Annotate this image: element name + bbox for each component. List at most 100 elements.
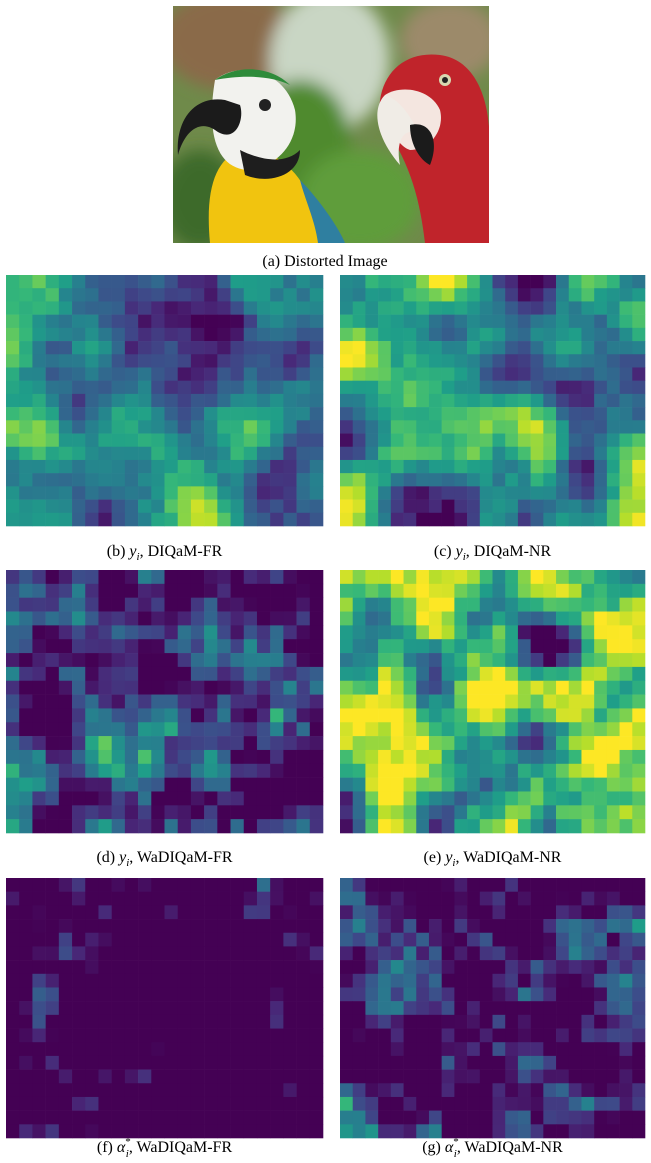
heatmap-cell [517, 1083, 531, 1098]
heatmap-cell [378, 327, 392, 342]
heatmap-cell [190, 1028, 205, 1043]
heatmap-cell [467, 1028, 481, 1043]
heatmap-cell [403, 380, 417, 395]
heatmap-cell [98, 749, 112, 765]
heatmap-cell [378, 446, 392, 461]
heatmap-cell [517, 354, 531, 368]
heatmap-cell [492, 1001, 506, 1016]
heatmap-cell [568, 708, 582, 723]
heatmap-cell [138, 791, 152, 806]
heatmap-cell [138, 597, 152, 612]
heatmap-cell [581, 597, 595, 612]
heatmap-cell [230, 275, 245, 289]
heatmap-cell [568, 946, 582, 961]
heatmap-cell [6, 932, 20, 947]
heatmap-cell [309, 367, 324, 381]
heatmap-cell [479, 486, 493, 500]
heatmap-cell [441, 314, 455, 329]
heatmap-cell [85, 420, 99, 434]
heatmap-cell [19, 327, 33, 342]
heatmap-cell [177, 1055, 192, 1070]
heatmap-cell [568, 1001, 582, 1016]
heatmap-cell [632, 666, 646, 682]
heatmap-cell [492, 680, 506, 695]
heatmap-cell [309, 512, 324, 527]
heatmap-cell [58, 987, 73, 1002]
heatmap-cell [243, 1001, 258, 1016]
heatmap-cell [230, 1028, 245, 1043]
heatmap-cell [85, 666, 99, 682]
heatmap-cell [243, 367, 258, 381]
heatmap-cell [283, 1028, 297, 1043]
heatmap-cell [204, 973, 218, 988]
heatmap-cell [217, 367, 231, 381]
heatmap-cell [72, 459, 86, 474]
heatmap-cell [505, 512, 519, 527]
heatmap-cell [138, 708, 152, 723]
caption: (b) yi, DIQaM-FR [107, 543, 223, 563]
heatmap-cell [479, 960, 493, 975]
heatmap-cell [270, 1096, 284, 1111]
heatmap-cell [454, 1042, 468, 1057]
heatmap-cell [581, 805, 595, 820]
heatmap-cell [365, 1083, 379, 1098]
heatmap-cell [594, 666, 608, 682]
heatmap-cell [177, 639, 192, 654]
heatmap-cell [58, 819, 73, 834]
heatmap-cell [556, 1124, 570, 1139]
heatmap-cell [270, 367, 284, 381]
heatmap-cell [606, 878, 620, 892]
heatmap-cell [632, 805, 646, 820]
heatmap-cell [111, 1055, 126, 1070]
heatmap-cell [19, 611, 33, 626]
heatmap-cell [164, 791, 179, 806]
heatmap-cell [416, 791, 430, 806]
heatmap-cell [138, 420, 152, 434]
heatmap-cell [530, 597, 544, 612]
heatmap-cell [378, 499, 392, 514]
heatmap-cell [58, 570, 73, 585]
heatmap-cell [479, 341, 493, 355]
heatmap-cell [98, 891, 112, 906]
heatmap-cell [164, 625, 179, 640]
heatmap-cell [164, 486, 179, 500]
heatmap-cell [309, 275, 324, 289]
heatmap-cell [111, 288, 126, 302]
heatmap-cell [296, 1055, 311, 1070]
heatmap-cell [428, 597, 442, 612]
heatmap-cell [365, 1055, 379, 1070]
caption-text: , WaDIQaM-NR [455, 849, 561, 866]
heatmap-cell [256, 611, 271, 626]
heatmap-cell [85, 327, 99, 342]
heatmap-cell [606, 960, 620, 975]
heatmap-cell [492, 946, 506, 961]
heatmap-cell [632, 749, 646, 765]
heatmap-cell [594, 367, 608, 381]
heatmap-cell [6, 763, 20, 778]
heatmap-cell [479, 473, 493, 487]
heatmap-cell [296, 1014, 311, 1029]
heatmap-cell [543, 805, 557, 820]
caption-label: (b) [107, 543, 126, 560]
heatmap-cell [619, 666, 633, 682]
heatmap-cell [479, 708, 493, 723]
heatmap-cell [243, 666, 258, 682]
heatmap-cell [217, 694, 231, 709]
heatmap-cell [492, 1069, 506, 1084]
heatmap-cell [111, 1001, 126, 1016]
heatmap-cell [479, 499, 493, 514]
heatmap-cell [378, 1124, 392, 1139]
heatmap-cell [505, 666, 519, 682]
heatmap-cell [619, 486, 633, 500]
heatmap-cell [454, 1028, 468, 1043]
heatmap-cell [403, 680, 417, 695]
heatmap-cell [32, 367, 46, 381]
heatmap-cell [190, 288, 205, 302]
heatmap-cell [467, 288, 481, 302]
heatmap-cell [270, 1083, 284, 1098]
heatmap-cell [416, 314, 430, 329]
heatmap-cell [45, 611, 60, 626]
heatmap-cell [283, 708, 297, 723]
heatmap-cell [309, 946, 324, 961]
heatmap-cell [283, 499, 297, 514]
